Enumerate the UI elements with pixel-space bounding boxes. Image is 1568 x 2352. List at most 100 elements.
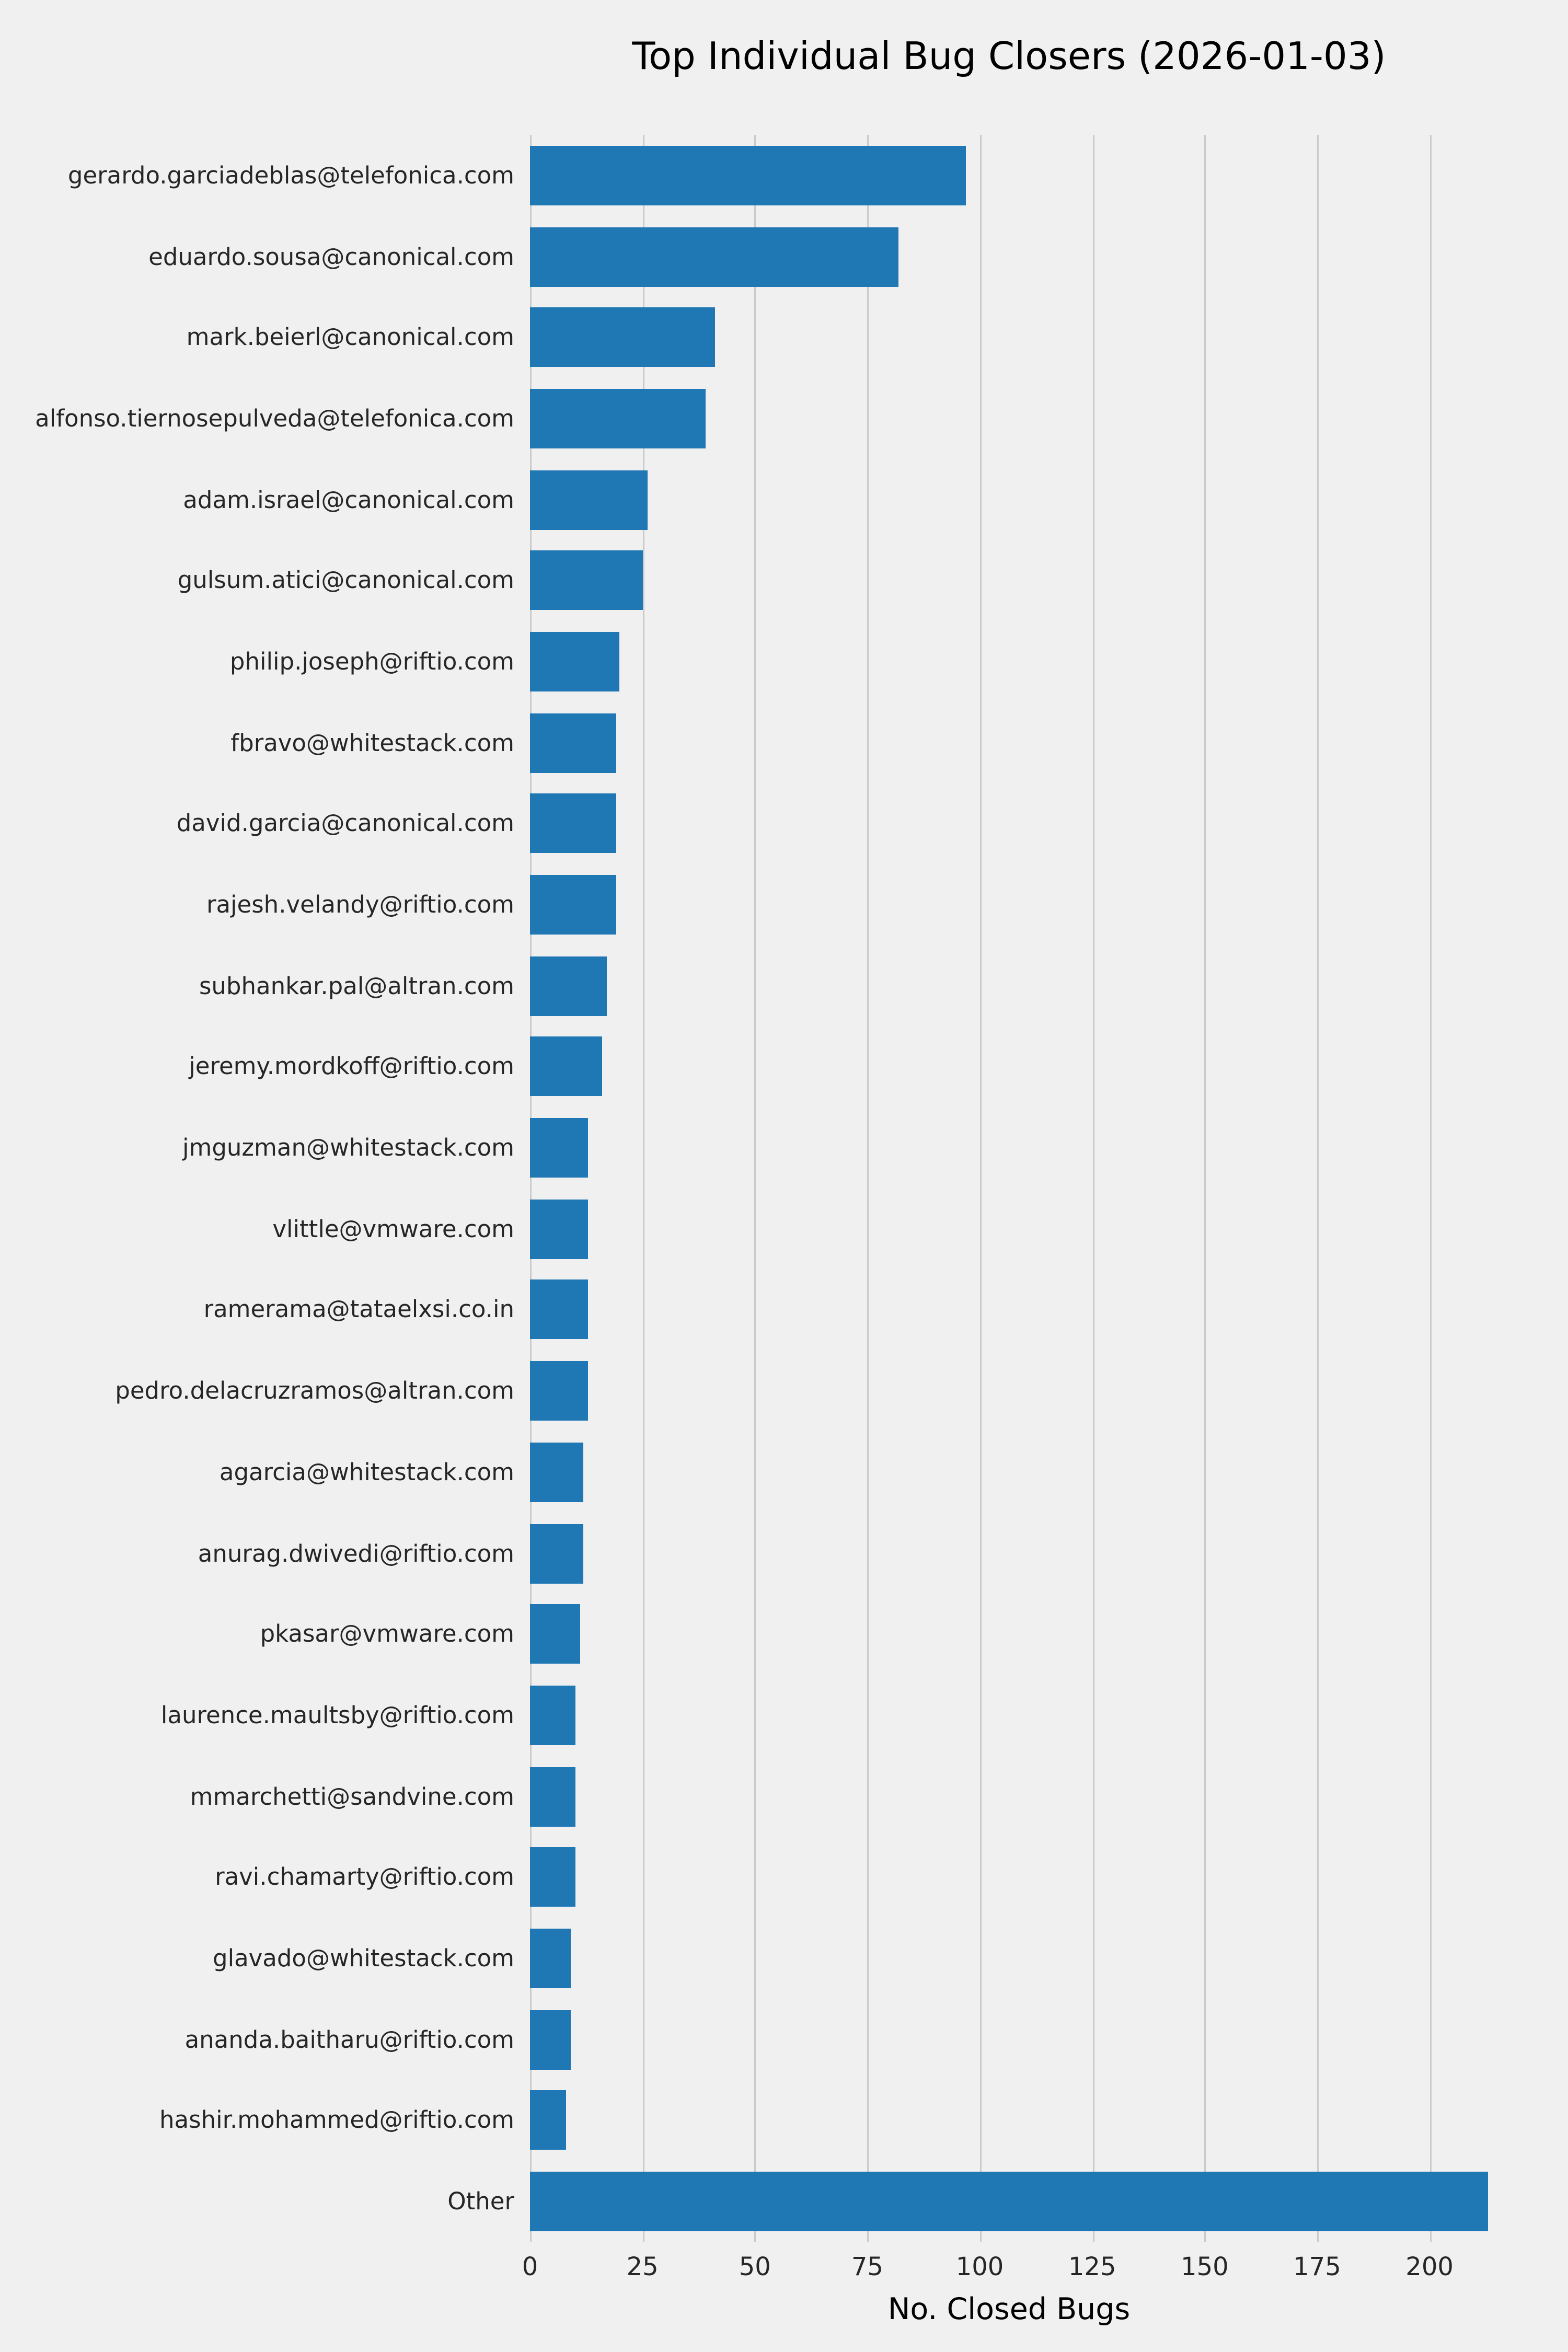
category-label: eduardo.sousa@canonical.com [148,242,514,271]
bar [530,712,616,773]
bar-row: mmarchetti@sandvine.com [190,1756,1488,1837]
bar-row: ananda.baitharu@riftio.com [185,1999,1488,2080]
category-label: adam.israel@canonical.com [183,485,514,514]
bar [530,2009,571,2069]
category-label: fbravo@whitestack.com [230,728,514,757]
bar [530,388,706,448]
category-label: gerardo.garciadeblas@telefonica.com [67,161,514,190]
plot-area: gerardo.garciadeblas@telefonica.com eduar… [35,135,1488,2242]
gridline [642,135,644,2242]
category-label: jeremy.mordkoff@riftio.com [189,1053,514,1081]
bar-row: gerardo.garciadeblas@telefonica.com [68,135,1488,216]
bar-rows: gerardo.garciadeblas@telefonica.com eduar… [35,135,1488,2242]
bar [530,550,643,610]
category-label: agarcia@whitestack.com [219,1458,514,1486]
bar [530,1928,571,1988]
category-label: subhankar.pal@altran.com [199,972,514,1000]
gridline [755,135,757,2242]
gridline [530,135,532,2242]
bar [530,145,966,205]
gridline [867,135,869,2242]
category-label: jmguzman@whitestack.com [182,1134,514,1162]
category-label: rajesh.velandy@riftio.com [206,891,514,919]
x-tick-label: 25 [626,2252,659,2281]
category-label: ravi.chamarty@riftio.com [215,1863,514,1892]
x-tick-label: 0 [522,2252,538,2281]
bar [530,307,714,367]
x-tick-label: 100 [955,2252,1004,2281]
bar [530,1280,589,1340]
bar-row: philip.joseph@riftio.com [230,621,1488,702]
bar [530,1685,575,1745]
bar-row: vlittle@vmware.com [272,1189,1488,1270]
chart-title: Top Individual Bug Closers (2026-01-03) [632,34,1386,78]
bar [530,1766,575,1826]
bar [530,1523,584,1583]
gridline [1317,135,1319,2242]
bar [530,875,616,935]
x-tick-label: 175 [1293,2252,1341,2281]
bar-row: jmguzman@whitestack.com [182,1108,1488,1189]
bar [530,1361,589,1421]
bar [530,1604,580,1664]
bar-row: Other [447,2161,1488,2242]
gridline [1429,135,1432,2242]
category-label: mmarchetti@sandvine.com [190,1782,514,1811]
bar-row: alfonso.tiernosepulveda@telefonica.com [35,378,1488,459]
x-tick-label: 200 [1405,2252,1454,2281]
category-label: hashir.mohammed@riftio.com [159,2106,514,2135]
bar [530,226,899,286]
category-label: glavado@whitestack.com [213,1944,514,1973]
category-label: pkasar@vmware.com [260,1620,514,1648]
bar-row: david.garcia@canonical.com [177,783,1488,864]
bar-row: pedro.delacruzramos@altran.com [115,1351,1488,1432]
x-tick-label: 125 [1068,2252,1116,2281]
bar-row: agarcia@whitestack.com [220,1432,1488,1513]
bar [530,631,620,691]
bar [530,1847,575,1907]
category-label: pedro.delacruzramos@altran.com [115,1377,514,1405]
category-label: alfonso.tiernosepulveda@telefonica.com [35,404,514,433]
bar-row: adam.israel@canonical.com [183,459,1488,540]
bar [530,1199,589,1259]
x-axis: 0 25 50 75 100 125 150 175 200 [522,2252,1488,2289]
bar-row: gulsum.atici@canonical.com [178,540,1488,621]
gridline [979,135,982,2242]
bar-row: rajesh.velandy@riftio.com [206,864,1488,946]
bar [530,2172,1488,2232]
bar-row: glavado@whitestack.com [213,1918,1488,1999]
x-tick-label: 75 [851,2252,883,2281]
category-label: anurag.dwivedi@riftio.com [198,1539,514,1567]
bar [530,469,647,529]
category-label: Other [447,2187,514,2216]
bar-row: jeremy.mordkoff@riftio.com [189,1027,1488,1108]
gridline [1092,135,1094,2242]
x-tick-label: 50 [739,2252,771,2281]
bar [530,1037,602,1097]
bar-row: subhankar.pal@altran.com [199,946,1488,1027]
bar-row: mark.beierl@canonical.com [187,297,1488,378]
category-label: laurence.maultsby@riftio.com [160,1701,514,1730]
category-label: david.garcia@canonical.com [176,810,514,838]
gridline [1204,135,1206,2242]
bar [530,1118,589,1178]
bar [530,794,616,854]
bar-row: laurence.maultsby@riftio.com [161,1675,1488,1756]
category-label: gulsum.atici@canonical.com [177,566,514,595]
bar-row: ramerama@tataelxsi.co.in [204,1270,1488,1351]
bar-row: hashir.mohammed@riftio.com [159,2080,1488,2161]
bar-row: eduardo.sousa@canonical.com [148,216,1488,297]
bar [530,1442,584,1502]
category-label: ramerama@tataelxsi.co.in [203,1296,514,1324]
x-tick-label: 150 [1181,2252,1229,2281]
bar-row: ravi.chamarty@riftio.com [215,1837,1488,1918]
bar-row: fbravo@whitestack.com [230,702,1488,783]
category-label: mark.beierl@canonical.com [186,323,514,352]
category-label: ananda.baitharu@riftio.com [185,2025,514,2054]
x-axis-label: No. Closed Bugs [887,2292,1131,2327]
bar [530,2091,566,2151]
bar [530,956,607,1016]
bar-row: pkasar@vmware.com [260,1594,1488,1675]
